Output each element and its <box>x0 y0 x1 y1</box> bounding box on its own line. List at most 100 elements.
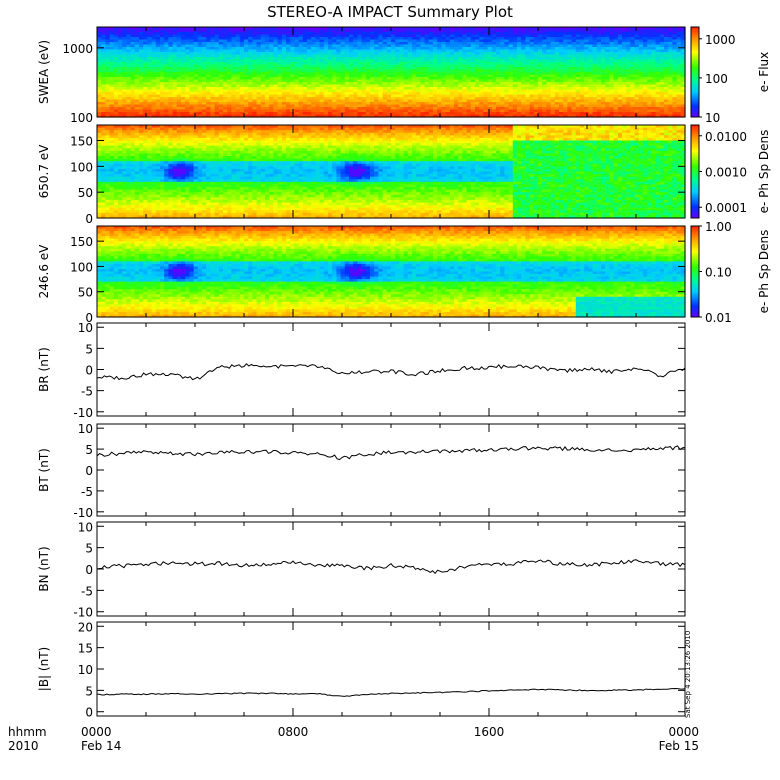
heatmap-cell <box>328 29 333 33</box>
heatmap-cell <box>269 32 274 36</box>
heatmap-cell <box>248 69 253 73</box>
heatmap-cell <box>143 49 148 53</box>
heatmap-cell <box>197 79 203 83</box>
heatmap-cell <box>374 114 379 118</box>
heatmap-cell <box>202 69 207 73</box>
heatmap-cell <box>265 69 270 73</box>
heatmap-cell <box>206 82 211 86</box>
heatmap-cell <box>235 57 241 61</box>
heatmap-cell <box>223 67 228 71</box>
heatmap-cell <box>160 27 165 31</box>
heatmap-cell <box>260 114 266 118</box>
heatmap-cell <box>374 94 379 98</box>
heatmap-cell <box>290 62 295 66</box>
heatmap-cell <box>189 107 195 111</box>
heatmap-cell <box>336 32 342 36</box>
heatmap-cell <box>332 27 337 31</box>
heatmap-cell <box>344 29 350 33</box>
heatmap-cell <box>370 44 375 48</box>
heatmap-cell <box>168 42 174 46</box>
heatmap-cell <box>181 59 186 63</box>
heatmap-cell <box>97 112 102 116</box>
heatmap-cell <box>118 112 123 116</box>
heatmap-cell <box>328 27 333 31</box>
heatmap-cell <box>307 84 312 88</box>
heatmap-cell <box>109 82 115 86</box>
heatmap-cell <box>218 29 224 33</box>
heatmap-cell <box>294 39 300 43</box>
heatmap-cell <box>189 102 195 106</box>
heatmap-cell <box>105 49 111 53</box>
heatmap-cell <box>302 109 308 113</box>
heatmap-cell <box>378 39 384 43</box>
heatmap-cell <box>344 107 350 111</box>
heatmap-cell <box>134 47 140 51</box>
heatmap-cell <box>130 114 136 118</box>
heatmap-cell <box>172 39 178 43</box>
heatmap-cell <box>109 32 115 36</box>
heatmap-cell <box>277 89 283 93</box>
heatmap-cell <box>206 94 211 98</box>
heatmap-cell <box>281 32 287 36</box>
heatmap-cell <box>353 82 358 86</box>
heatmap-cell <box>235 79 241 83</box>
heatmap-cell <box>336 34 342 38</box>
heatmap-cell <box>147 37 153 41</box>
heatmap-cell <box>189 32 195 36</box>
heatmap-cell <box>374 32 379 36</box>
heatmap-cell <box>193 102 199 106</box>
heatmap-cell <box>239 64 245 68</box>
heatmap-cell <box>231 109 237 113</box>
heatmap-cell <box>155 52 161 56</box>
heatmap-cell <box>244 107 249 111</box>
heatmap-cell <box>269 42 274 46</box>
heatmap-cell <box>218 62 224 66</box>
heatmap-cell <box>172 92 178 96</box>
heatmap-cell <box>239 94 245 98</box>
heatmap-cell <box>109 34 115 38</box>
heatmap-cell <box>109 72 115 76</box>
heatmap-cell <box>231 34 237 38</box>
heatmap-cell <box>160 87 165 91</box>
heatmap-cell <box>130 39 136 43</box>
heatmap-cell <box>231 72 237 76</box>
heatmap-cell <box>189 27 195 31</box>
heatmap-cell <box>290 64 295 68</box>
heatmap-cell <box>294 34 300 38</box>
heatmap-cell <box>374 99 379 103</box>
heatmap-cell <box>357 67 363 71</box>
heatmap-cell <box>235 54 241 58</box>
heatmap-cell <box>244 49 249 53</box>
heatmap-cell <box>210 74 216 78</box>
heatmap-cell <box>311 69 316 73</box>
heatmap-cell <box>269 102 274 106</box>
heatmap-cell <box>168 74 174 78</box>
heatmap-cell <box>307 72 312 76</box>
heatmap-cell <box>290 69 295 73</box>
heatmap-cell <box>332 82 337 86</box>
heatmap-cell <box>210 72 216 76</box>
heatmap-cell <box>105 84 111 88</box>
heatmap-cell <box>265 39 270 43</box>
heatmap-cell <box>361 34 367 38</box>
heatmap-cell <box>218 39 224 43</box>
heatmap-cell <box>328 64 333 68</box>
heatmap-cell <box>260 59 266 63</box>
heatmap-cell <box>130 47 136 51</box>
heatmap-cell <box>197 77 203 81</box>
heatmap-cell <box>252 109 258 113</box>
heatmap-cell <box>336 47 342 51</box>
heatmap-cell <box>218 104 224 108</box>
heatmap-cell <box>105 89 111 93</box>
heatmap-cell <box>336 109 342 113</box>
heatmap-cell <box>370 82 375 86</box>
heatmap-cell <box>311 57 316 61</box>
heatmap-cell <box>340 97 346 101</box>
heatmap-cell <box>185 97 190 101</box>
heatmap-cell <box>286 52 291 56</box>
heatmap-cell <box>353 32 358 36</box>
heatmap-cell <box>357 44 363 48</box>
heatmap-cell <box>302 107 308 111</box>
heatmap-cell <box>332 109 337 113</box>
heatmap-cell <box>168 69 174 73</box>
